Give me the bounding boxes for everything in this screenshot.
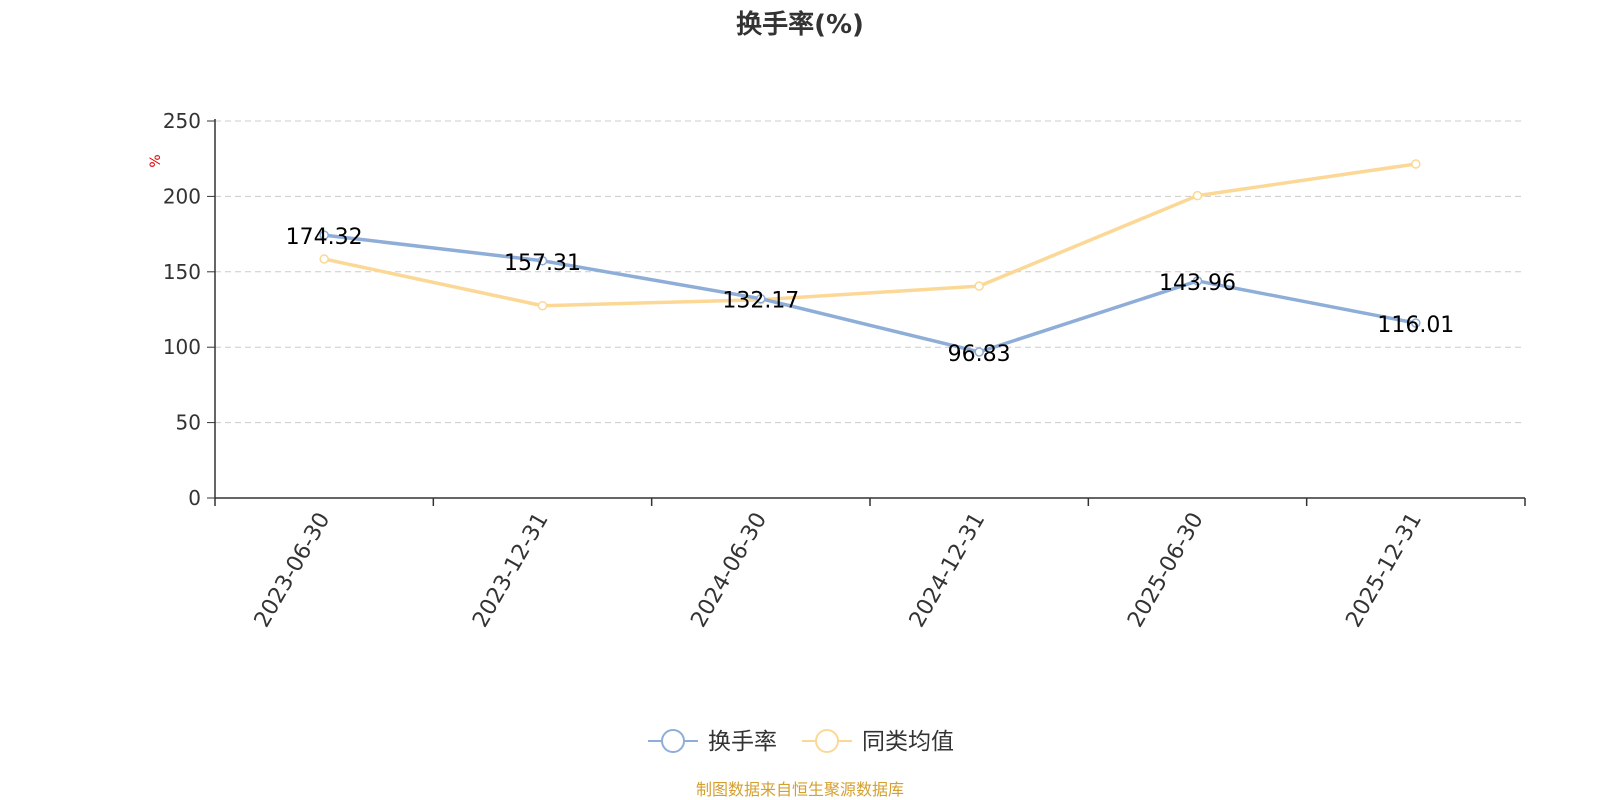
legend-layer[interactable]: 换手率 同类均值 — [648, 729, 954, 755]
data-point[interactable] — [1411, 318, 1421, 328]
y-tick-label: 100 — [163, 335, 201, 359]
data-label: 132.17 — [722, 289, 799, 314]
data-point[interactable] — [1192, 190, 1203, 201]
data-point[interactable] — [1411, 159, 1421, 169]
x-tick-label: 2024-06-30 — [686, 509, 772, 632]
x-tick-label: 2024-12-31 — [905, 509, 991, 632]
y-tick-label: 250 — [163, 109, 201, 133]
axis-layer: 0 50 100 150 200 250% 2023-06-30 2023-12-31 2024… — [148, 109, 1526, 632]
data-label: 96.83 — [948, 342, 1011, 367]
data-point[interactable] — [974, 347, 984, 357]
data-label: 143.96 — [1159, 271, 1236, 296]
data-label: 157.31 — [504, 251, 581, 276]
y-axis-label: % — [148, 154, 164, 167]
y-tick-label: 50 — [176, 411, 201, 435]
chart-title: 换手率(%) — [736, 10, 864, 40]
series-line-0 — [322, 233, 1418, 354]
x-tick-label: 2025-06-30 — [1123, 509, 1209, 632]
x-tick-label: 2025-12-31 — [1341, 509, 1427, 632]
series-layer — [319, 159, 1421, 357]
data-point[interactable] — [537, 256, 548, 266]
data-point[interactable] — [319, 230, 329, 240]
y-tick-label: 0 — [188, 486, 201, 510]
data-point[interactable] — [319, 254, 329, 264]
y-tick-label: 200 — [163, 184, 201, 208]
x-tick-label: 2023-06-30 — [250, 509, 336, 632]
legend-circle-icon[interactable] — [815, 729, 839, 753]
label-layer: 174.32 157.31 132.17 96.83 143.96 116.01 — [286, 225, 1455, 367]
legend-circle-icon[interactable] — [661, 729, 685, 753]
x-tick-label: 2023-12-31 — [468, 509, 554, 632]
data-label: 174.32 — [286, 225, 363, 250]
series-line-1 — [322, 162, 1418, 308]
data-point[interactable] — [756, 293, 766, 304]
source-note: 制图数据来自恒生聚源数据库 — [695, 780, 904, 799]
data-label: 116.01 — [1377, 313, 1454, 338]
legend-label[interactable]: 同类均值 — [862, 729, 954, 755]
grid-layer — [215, 120, 1525, 424]
y-tick-label: 150 — [163, 260, 201, 284]
data-point[interactable] — [1192, 276, 1203, 286]
data-point[interactable] — [537, 300, 548, 311]
data-point[interactable] — [974, 281, 984, 291]
legend-label[interactable]: 换手率 — [708, 729, 777, 755]
